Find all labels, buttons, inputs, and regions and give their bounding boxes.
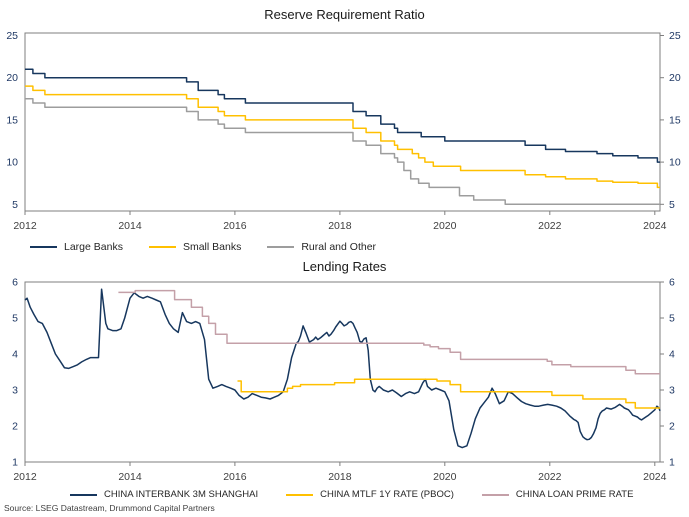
- y-tick-label-left: 2: [12, 421, 18, 433]
- source-note: Source: LSEG Datastream, Drummond Capita…: [4, 503, 215, 513]
- series-line-2: [118, 289, 660, 375]
- lending-rates-chart-canvas: 1 1 2 2 3 3 4 4 5 5 6 6 2012 2014 2016 2018 2020 2022 2024: [12, 277, 675, 483]
- rrr-chart-title: Reserve Requirement Ratio: [264, 7, 425, 22]
- legend-item-rural-and-other: Rural and Other: [267, 241, 376, 253]
- x-tick-label: 2018: [328, 220, 352, 232]
- x-tick-label: 2016: [223, 220, 247, 232]
- y-tick-label-left: 20: [6, 72, 18, 84]
- lending-rates-legend: CHINA INTERBANK 3M SHANGHAI CHINA MTLF 1…: [70, 489, 633, 500]
- y-tick-label-right: 2: [669, 421, 675, 433]
- y-tick-label-right: 4: [669, 349, 675, 361]
- y-tick-label-left: 25: [6, 30, 18, 42]
- x-tick-label: 2024: [643, 471, 667, 483]
- plot-frame: [24, 32, 661, 212]
- mtlf-1y-line-swatch: [286, 493, 314, 496]
- x-tick-label: 2022: [538, 471, 562, 483]
- legend-label-large-banks: Large Banks: [64, 241, 123, 253]
- legend-item-large-banks: Large Banks: [30, 241, 123, 253]
- x-tick-label: 2024: [643, 220, 667, 232]
- y-tick-label-right: 15: [669, 114, 681, 126]
- y-tick-label-right: 6: [669, 277, 675, 289]
- y-tick-label-right: 5: [669, 199, 675, 211]
- legend-item-interbank-3m: CHINA INTERBANK 3M SHANGHAI: [70, 489, 258, 500]
- y-tick-label-left: 15: [6, 114, 18, 126]
- lending-rates-chart-title: Lending Rates: [302, 259, 387, 274]
- x-tick-label: 2022: [538, 220, 562, 232]
- y-tick-label-left: 1: [12, 457, 18, 469]
- y-tick-label-left: 6: [12, 277, 18, 289]
- legend-label-rural-and-other: Rural and Other: [301, 241, 377, 253]
- small-banks-line-swatch: [148, 246, 176, 248]
- x-tick-label: 2012: [13, 220, 37, 232]
- y-tick-label-left: 4: [12, 349, 18, 361]
- x-tick-label: 2012: [13, 471, 37, 483]
- y-tick-label-right: 5: [669, 313, 675, 325]
- legend-item-loan-prime-rate: CHINA LOAN PRIME RATE: [481, 489, 634, 500]
- y-tick-label-right: 3: [669, 385, 675, 397]
- y-tick-label-right: 25: [669, 30, 681, 42]
- x-tick-label: 2014: [118, 471, 142, 483]
- y-tick-label-left: 5: [12, 199, 18, 211]
- x-tick-label: 2018: [328, 471, 352, 483]
- x-tick-label: 2020: [433, 471, 457, 483]
- plot-frame: [24, 281, 661, 463]
- legend-label-interbank-3m: CHINA INTERBANK 3M SHANGHAI: [104, 489, 259, 500]
- legend-label-small-banks: Small Banks: [182, 241, 242, 253]
- legend-label-loan-prime-rate: CHINA LOAN PRIME RATE: [515, 489, 634, 500]
- legend-label-mtlf-1y: CHINA MTLF 1Y RATE (PBOC): [320, 489, 454, 500]
- x-tick-label: 2014: [118, 220, 142, 232]
- series-line-2: [25, 98, 660, 206]
- legend-item-small-banks: Small Banks: [148, 241, 242, 253]
- y-tick-label-right: 1: [669, 457, 675, 469]
- series-line-0: [25, 68, 660, 163]
- x-tick-label: 2016: [223, 471, 247, 483]
- y-tick-label-left: 10: [6, 157, 18, 169]
- rural-and-other-line-swatch: [267, 246, 295, 248]
- large-banks-line-swatch: [30, 246, 57, 248]
- rrr-legend: Large Banks Small Banks Rural and Other: [30, 241, 376, 253]
- x-tick-label: 2020: [433, 220, 457, 232]
- legend-item-mtlf-1y: CHINA MTLF 1Y RATE (PBOC): [286, 489, 454, 500]
- series-line-1: [25, 85, 660, 189]
- y-tick-label-right: 10: [669, 157, 681, 169]
- series-line-1: [237, 378, 660, 409]
- y-tick-label-right: 20: [669, 72, 681, 84]
- interbank-3m-line-swatch: [70, 493, 97, 496]
- y-tick-label-left: 5: [12, 313, 18, 325]
- loan-prime-rate-line-swatch: [481, 493, 509, 496]
- y-tick-label-left: 3: [12, 385, 18, 397]
- series-line-0: [24, 288, 661, 449]
